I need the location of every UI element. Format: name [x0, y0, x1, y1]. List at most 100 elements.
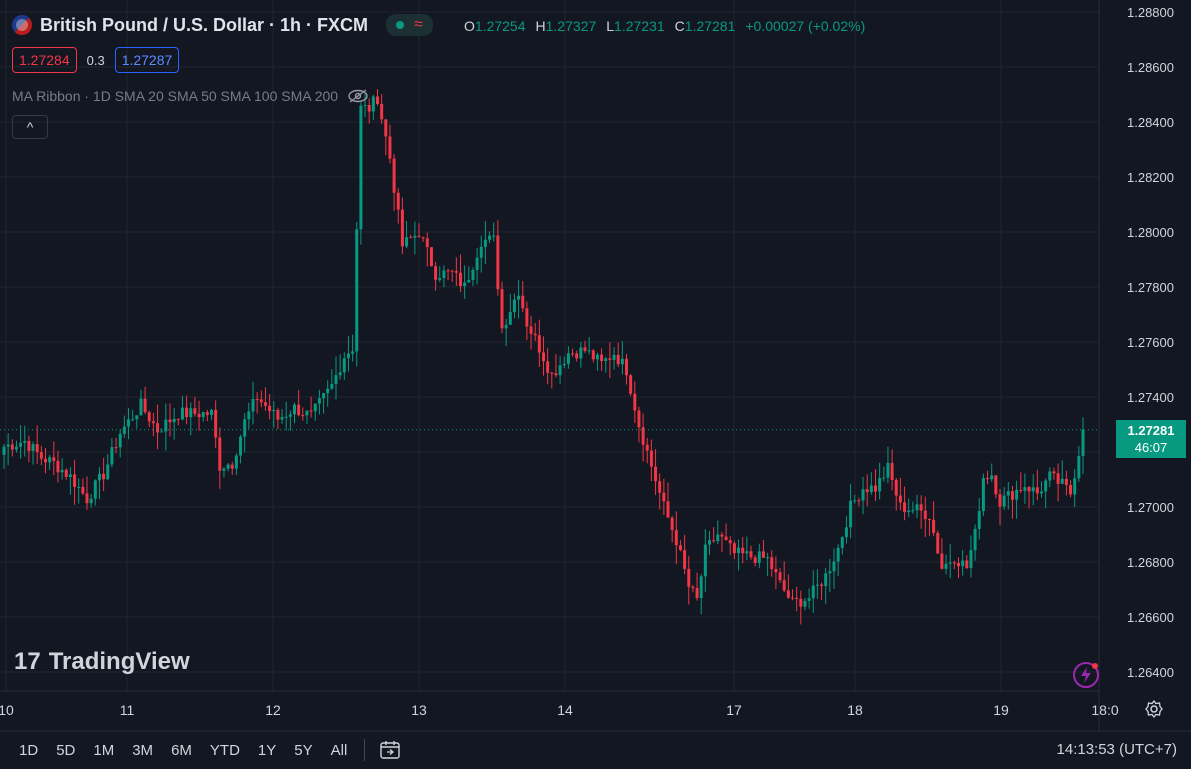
- candle-body: [575, 353, 579, 359]
- range-1y[interactable]: 1Y: [257, 741, 277, 759]
- candle-body: [923, 510, 927, 520]
- tradingview-logo[interactable]: 17 TradingView: [14, 648, 190, 676]
- price-tick-label: 1.28400: [1127, 115, 1174, 130]
- candle-body: [828, 571, 832, 574]
- price-tick-label: 1.27800: [1127, 280, 1174, 295]
- candle-body: [869, 485, 873, 493]
- spread-value: 0.3: [86, 52, 105, 68]
- candle-body: [110, 447, 114, 465]
- range-3m[interactable]: 3M: [132, 741, 154, 759]
- candle-body: [915, 504, 919, 511]
- time-axis[interactable]: 10 11 12 13 14 17 18 19 18:0: [0, 702, 1119, 718]
- candle-body: [1069, 484, 1073, 495]
- time-tick-label: 11: [120, 702, 135, 718]
- candle-body: [305, 410, 309, 416]
- candle-body: [795, 597, 799, 599]
- candle-body: [1048, 471, 1052, 481]
- candle-body: [284, 416, 288, 418]
- buy-button[interactable]: 1.27287: [114, 47, 180, 73]
- candle-body: [210, 409, 213, 415]
- candle-body: [708, 540, 711, 545]
- price-tick-label: 1.26600: [1127, 610, 1174, 625]
- wave-icon: ≈: [414, 16, 423, 33]
- sell-button[interactable]: 1.27284: [12, 47, 77, 73]
- candle-body: [131, 419, 135, 421]
- candle-body: [1073, 478, 1077, 495]
- candle-body: [479, 246, 483, 258]
- candle-body: [44, 458, 47, 463]
- symbol-title[interactable]: British Pound / U.S. Dollar · 1h · FXCM: [40, 14, 369, 35]
- candle-body: [728, 540, 732, 544]
- candle-body: [89, 498, 93, 504]
- candle-body: [907, 510, 911, 513]
- candle-body: [301, 415, 305, 417]
- candle-body: [612, 354, 616, 360]
- candle-body: [874, 485, 877, 492]
- price-tick-label: 1.28200: [1127, 170, 1174, 185]
- range-ytd[interactable]: YTD: [209, 741, 240, 759]
- indicator-legend[interactable]: MA Ribbon · 1D SMA 20 SMA 50 SMA 100 SMA…: [12, 88, 368, 104]
- candle-body: [562, 363, 566, 366]
- candle-body: [346, 353, 350, 359]
- candle-body: [1002, 495, 1006, 507]
- candle-body: [977, 511, 981, 529]
- range-6m[interactable]: 6M: [171, 741, 192, 759]
- price-axis[interactable]: 1.264001.266001.268001.270001.272001.274…: [1127, 5, 1174, 680]
- candle-body: [135, 415, 139, 420]
- candle-body: [459, 272, 462, 287]
- candle-body: [338, 372, 342, 376]
- candle-body: [151, 421, 155, 424]
- candle-body: [508, 312, 512, 325]
- candle-body: [849, 500, 853, 528]
- ohlc-high: H1.27327: [535, 18, 597, 34]
- candle-body: [197, 413, 201, 418]
- range-1d[interactable]: 1D: [19, 741, 39, 759]
- candle-body: [35, 444, 39, 453]
- toolbar-divider: [364, 739, 366, 761]
- candle-body: [803, 600, 807, 607]
- symbol-legend[interactable]: British Pound / U.S. Dollar · 1h · FXCM …: [12, 14, 433, 36]
- eye-off-icon[interactable]: [348, 89, 368, 103]
- candle-body: [39, 452, 43, 459]
- collapse-legend-button[interactable]: ^: [12, 115, 48, 139]
- candle-body: [172, 418, 176, 423]
- timezone-clock[interactable]: 14:13:53 (UTC+7): [1056, 741, 1177, 758]
- candle-body: [330, 384, 334, 389]
- flash-icon[interactable]: [1071, 660, 1101, 690]
- candle-body: [957, 562, 960, 567]
- candle-body: [932, 519, 936, 533]
- indicator-label: MA Ribbon · 1D SMA 20 SMA 50 SMA 100 SMA…: [12, 88, 339, 104]
- candle-body: [1027, 487, 1031, 492]
- candle-body: [168, 419, 172, 423]
- candle-body: [288, 414, 292, 417]
- candle-body: [691, 586, 695, 589]
- candle-body: [882, 477, 886, 479]
- candle-body: [1060, 478, 1064, 484]
- candle-body: [865, 489, 869, 493]
- candle-body: [1019, 489, 1023, 491]
- range-5y[interactable]: 5Y: [294, 741, 313, 759]
- settings-icon[interactable]: [1144, 699, 1164, 719]
- candle-body: [189, 408, 193, 418]
- range-1m[interactable]: 1M: [93, 741, 115, 759]
- candle-body: [583, 347, 587, 351]
- candle-body: [832, 561, 836, 572]
- candle-body: [160, 431, 164, 433]
- candle-body: [60, 469, 64, 473]
- market-status-pill[interactable]: ≈: [386, 14, 433, 36]
- candle-body: [666, 501, 670, 518]
- candle-body: [488, 235, 492, 240]
- candle-body: [973, 528, 977, 551]
- candle-body: [500, 289, 504, 329]
- calendar-icon[interactable]: [379, 740, 401, 760]
- countdown-label: 46:07: [1135, 440, 1168, 455]
- candle-body: [542, 352, 545, 362]
- candle-body: [600, 354, 604, 362]
- candle-body: [749, 551, 753, 558]
- candle-body: [156, 423, 160, 433]
- candle-body: [280, 417, 284, 420]
- range-all[interactable]: All: [330, 741, 348, 759]
- range-5d[interactable]: 5D: [56, 741, 76, 759]
- candle-body: [114, 447, 118, 449]
